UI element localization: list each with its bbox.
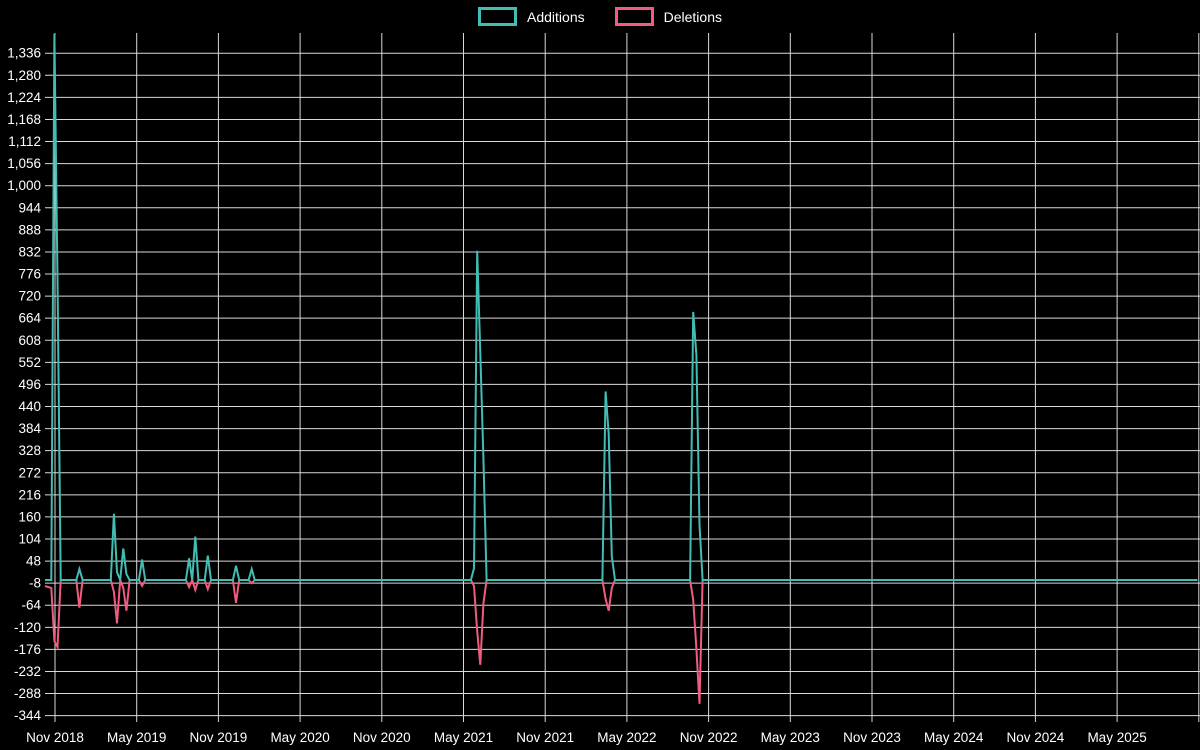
y-tick-label: 552 — [18, 355, 41, 370]
y-tick-label: 608 — [18, 333, 41, 348]
deletions-line — [44, 577, 1198, 704]
y-tick-label: 1,168 — [7, 112, 41, 127]
y-tick-label: 104 — [18, 531, 41, 546]
y-tick-label: 272 — [18, 465, 41, 480]
y-tick-label: 384 — [18, 421, 41, 436]
x-tick-label: May 2025 — [1087, 730, 1146, 745]
y-tick-label: 160 — [18, 509, 41, 524]
y-tick-label: 1,224 — [7, 90, 41, 105]
legend-item-additions[interactable]: Additions — [478, 7, 585, 26]
legend-additions-label: Additions — [527, 8, 585, 25]
y-tick-label: 664 — [18, 311, 41, 326]
y-tick-label: 1,056 — [7, 156, 41, 171]
x-tick-label: Nov 2023 — [843, 730, 901, 745]
x-tick-label: Nov 2020 — [353, 730, 411, 745]
y-tick-label: -120 — [14, 620, 41, 635]
deletions-swatch-icon — [614, 7, 654, 26]
x-tick-label: May 2022 — [597, 730, 656, 745]
chart-legend: Additions Deletions — [0, 7, 1200, 26]
x-tick-label: May 2023 — [761, 730, 820, 745]
y-tick-label: 48 — [26, 554, 41, 569]
x-tick-label: May 2020 — [270, 730, 329, 745]
x-tick-label: Nov 2019 — [190, 730, 248, 745]
y-tick-label: 832 — [18, 244, 41, 259]
y-tick-label: 776 — [18, 267, 41, 282]
y-tick-label: 720 — [18, 289, 41, 304]
x-tick-label: Nov 2021 — [516, 730, 574, 745]
y-tick-label: 496 — [18, 377, 41, 392]
x-tick-label: May 2024 — [924, 730, 984, 745]
y-tick-label: 216 — [18, 487, 41, 502]
y-tick-label: -232 — [14, 664, 41, 679]
y-tick-label: -64 — [21, 598, 41, 613]
y-tick-label: -344 — [14, 708, 42, 723]
y-tick-label: 1,112 — [8, 134, 41, 149]
y-tick-label: 888 — [18, 222, 41, 237]
x-tick-label: Nov 2018 — [26, 730, 84, 745]
y-tick-label: -8 — [29, 576, 41, 591]
x-tick-label: Nov 2022 — [680, 730, 738, 745]
y-tick-label: 1,336 — [7, 46, 41, 61]
y-tick-label: 440 — [18, 399, 41, 414]
additions-line — [45, 33, 1198, 581]
x-tick-label: May 2021 — [434, 730, 493, 745]
legend-deletions-label: Deletions — [663, 8, 722, 25]
y-tick-label: -176 — [14, 642, 41, 657]
x-tick-label: Nov 2024 — [1007, 730, 1065, 745]
y-tick-label: -288 — [14, 686, 41, 701]
additions-swatch-icon — [478, 7, 518, 26]
y-tick-label: 944 — [18, 200, 41, 215]
y-tick-label: 328 — [18, 443, 41, 458]
y-tick-label: 1,000 — [7, 178, 41, 193]
y-tick-label: 1,280 — [7, 68, 41, 83]
legend-item-deletions[interactable]: Deletions — [614, 7, 722, 26]
x-tick-label: May 2019 — [107, 730, 166, 745]
